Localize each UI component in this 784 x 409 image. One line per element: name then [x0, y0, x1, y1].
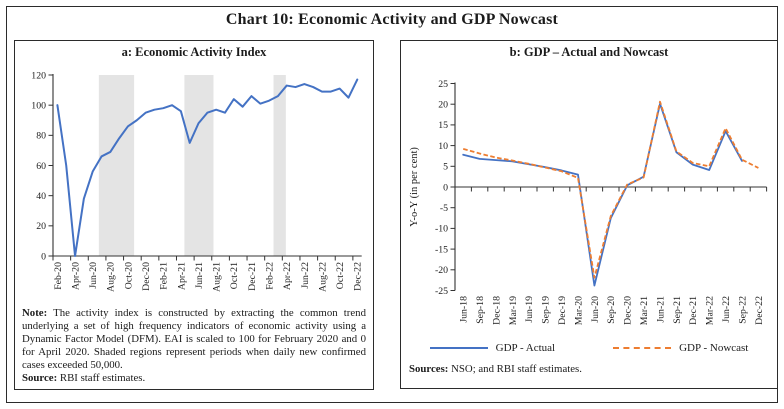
panel-gdp-nowcast: b: GDP – Actual and Nowcast -25 -20 -15 -10…: [400, 40, 778, 389]
legend-label-nowcast: GDP - Nowcast: [679, 342, 749, 354]
solid-line-swatch: [429, 347, 488, 349]
svg-text:Dec-21: Dec-21: [247, 262, 258, 291]
svg-text:Oct-20: Oct-20: [123, 262, 134, 289]
source-text: RBI staff estimates.: [59, 371, 146, 384]
svg-text:Sep-19: Sep-19: [541, 296, 552, 324]
svg-text:40: 40: [36, 191, 46, 202]
svg-text:Feb-22: Feb-22: [264, 262, 275, 290]
svg-text:Jun-20: Jun-20: [88, 262, 99, 289]
svg-text:Dec-20: Dec-20: [623, 296, 634, 325]
svg-text:0: 0: [41, 251, 46, 262]
economic-activity-index-chart: 0 20 40 60 80 100 120 Feb-20 Apr-20 Jun-20 Aug-20 O…: [31, 70, 364, 292]
svg-text:Jun-21: Jun-21: [655, 296, 666, 323]
svg-text:-10: -10: [435, 224, 448, 235]
svg-text:Jun-21: Jun-21: [194, 262, 205, 289]
svg-text:Dec-19: Dec-19: [557, 296, 568, 325]
svg-text:Sep-22: Sep-22: [737, 296, 748, 324]
svg-text:10: 10: [438, 141, 448, 152]
svg-text:Apr-20: Apr-20: [70, 262, 81, 290]
svg-text:-15: -15: [435, 244, 448, 255]
svg-text:Mar-21: Mar-21: [639, 296, 650, 325]
panel-b-title: b: GDP – Actual and Nowcast: [509, 45, 669, 59]
svg-text:Y-o-Y (in per cent): Y-o-Y (in per cent): [409, 147, 420, 227]
dashed-line-swatch: [613, 347, 672, 349]
svg-text:-25: -25: [435, 286, 448, 297]
svg-text:60: 60: [36, 161, 46, 172]
svg-text:Dec-22: Dec-22: [754, 296, 765, 325]
svg-text:Jun-20: Jun-20: [590, 296, 601, 323]
svg-text:Sep-21: Sep-21: [672, 296, 683, 324]
note-text: The activity index is constructed by ext…: [22, 307, 366, 371]
svg-text:Dec-21: Dec-21: [688, 296, 699, 325]
svg-text:100: 100: [31, 100, 46, 111]
svg-text:20: 20: [438, 100, 448, 111]
svg-text:Dec-18: Dec-18: [491, 296, 502, 325]
svg-text:20: 20: [36, 221, 46, 232]
svg-text:Jun-22: Jun-22: [300, 262, 311, 289]
svg-text:Apr-21: Apr-21: [176, 262, 187, 290]
chart-legend: GDP - Actual GDP - Nowcast: [401, 342, 777, 354]
svg-text:Jun-19: Jun-19: [524, 296, 535, 323]
svg-text:Feb-20: Feb-20: [53, 262, 64, 290]
figure-title: Chart 10: Economic Activity and GDP Nowc…: [225, 11, 559, 28]
svg-text:15: 15: [438, 120, 448, 131]
svg-text:0: 0: [443, 182, 448, 193]
svg-text:Sep-20: Sep-20: [606, 296, 617, 324]
svg-text:Apr-22: Apr-22: [282, 262, 293, 290]
note-label: Note:: [22, 307, 48, 319]
gdp-actual-nowcast-chart: -25 -20 -15 -10 -5 0 5 10 15 20 25 Jun-18 Sep-18 Dec-…: [409, 79, 768, 325]
svg-text:Jun-18: Jun-18: [459, 296, 470, 323]
svg-text:Dec-22: Dec-22: [353, 262, 364, 291]
panel-economic-activity: a: Economic Activity Index 0 20 40 60 80 100 1…: [14, 40, 374, 390]
svg-text:Mar-22: Mar-22: [705, 296, 716, 325]
panel-b-sources: Sources: NSO; and RBI staff estimates.: [401, 363, 777, 375]
legend-item-actual: GDP - Actual: [429, 342, 556, 354]
svg-text:Aug-21: Aug-21: [212, 262, 223, 292]
source-label: Source:: [22, 371, 58, 384]
svg-text:5: 5: [443, 162, 448, 173]
svg-text:-5: -5: [440, 203, 448, 214]
svg-text:Aug-20: Aug-20: [106, 262, 117, 292]
legend-item-nowcast: GDP - Nowcast: [613, 342, 748, 354]
panel-a-note: Note: The activity index is constructed …: [15, 306, 373, 384]
svg-text:Oct-22: Oct-22: [335, 262, 346, 289]
svg-text:Oct-21: Oct-21: [229, 262, 240, 289]
svg-text:Dec-20: Dec-20: [141, 262, 152, 291]
svg-text:80: 80: [36, 131, 46, 142]
svg-text:25: 25: [438, 79, 448, 90]
svg-text:Feb-21: Feb-21: [159, 262, 170, 290]
svg-text:-20: -20: [435, 265, 448, 276]
svg-text:120: 120: [31, 70, 46, 81]
legend-label-actual: GDP - Actual: [495, 342, 556, 354]
svg-text:Mar-19: Mar-19: [508, 296, 519, 325]
svg-text:Jun-22: Jun-22: [721, 296, 732, 323]
panel-a-title: a: Economic Activity Index: [121, 45, 267, 59]
svg-text:Aug-22: Aug-22: [317, 262, 328, 292]
svg-text:Mar-20: Mar-20: [573, 296, 584, 325]
sources-text: NSO; and RBI staff estimates.: [451, 363, 582, 375]
sources-label: Sources:: [409, 363, 449, 375]
svg-text:Sep-18: Sep-18: [475, 296, 486, 324]
